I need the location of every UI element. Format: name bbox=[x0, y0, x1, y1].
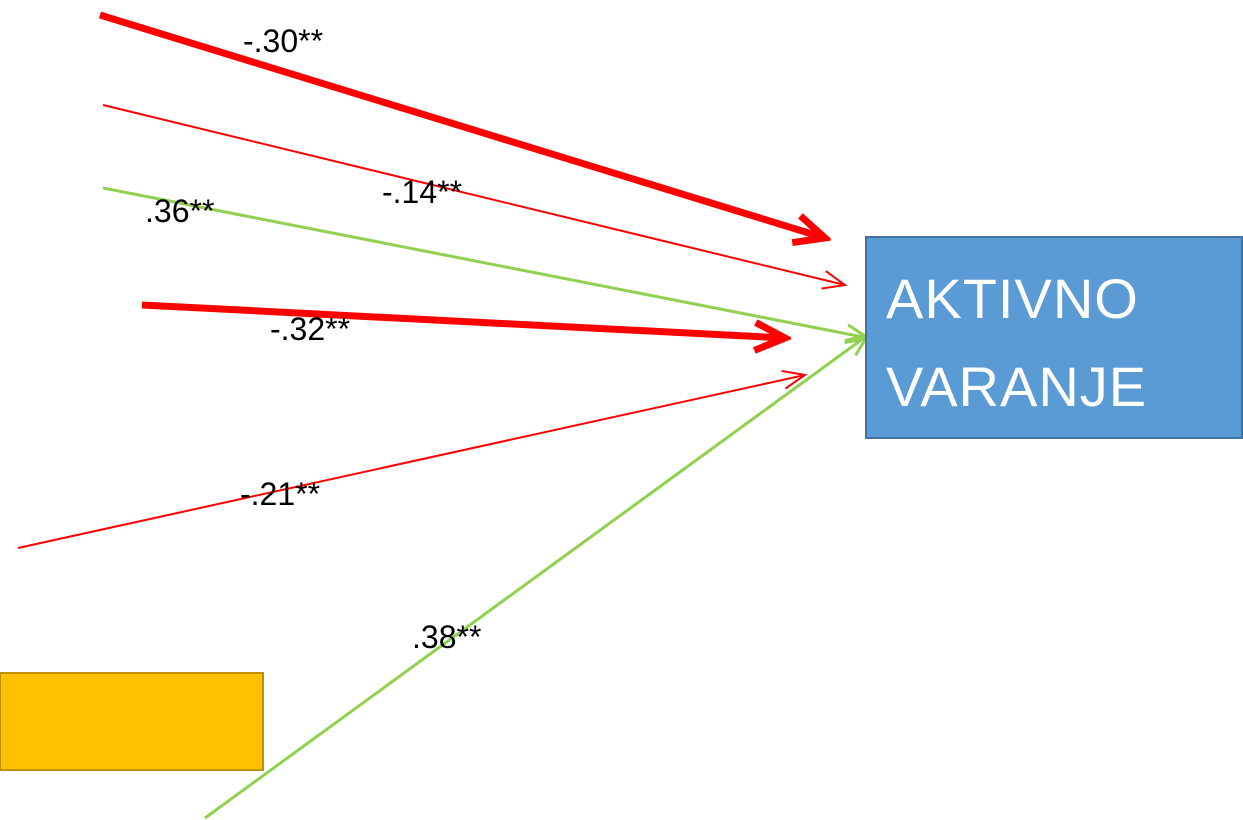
arrow bbox=[204, 332, 872, 820]
node-label: AKTIVNO bbox=[886, 267, 1139, 330]
arrow bbox=[102, 104, 848, 290]
coefficient: -.30** bbox=[243, 23, 323, 59]
coefficient: -.32** bbox=[270, 311, 350, 347]
arrow bbox=[98, 11, 825, 238]
outcome-box bbox=[865, 236, 1243, 439]
arrow bbox=[17, 369, 808, 549]
arrow bbox=[141, 301, 785, 338]
coefficient: .36** bbox=[145, 193, 214, 229]
predictor-box bbox=[0, 672, 264, 771]
node-label: VARANJE bbox=[886, 355, 1147, 418]
arrow bbox=[102, 186, 872, 345]
coefficient: -.14** bbox=[382, 174, 462, 210]
coefficient: -.21** bbox=[240, 476, 320, 512]
coefficient: .38** bbox=[412, 619, 481, 655]
